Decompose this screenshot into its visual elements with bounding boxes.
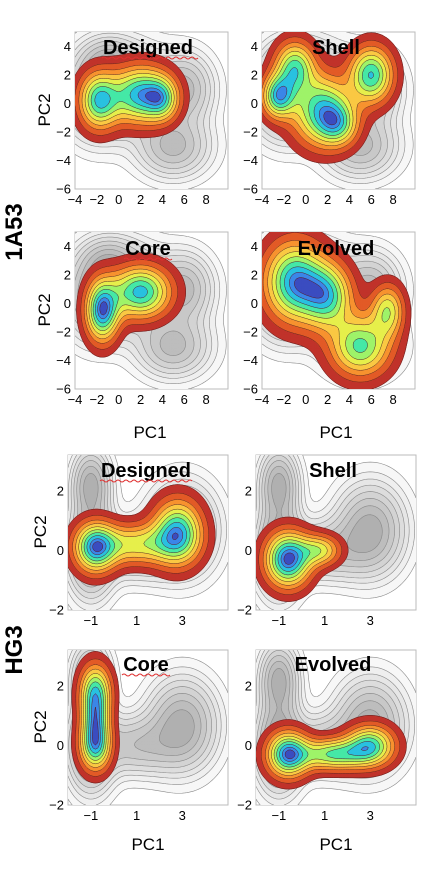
y-tick-label: 2: [245, 678, 252, 693]
x-tick-label: −2: [89, 192, 104, 207]
x-tick-label: 0: [115, 192, 122, 207]
y-tick-label: 2: [57, 678, 64, 693]
x-tick-label: 8: [203, 192, 210, 207]
x-tick-label: 4: [346, 392, 353, 407]
x-axis-label: PC1: [319, 423, 352, 442]
x-tick-label: −2: [89, 392, 104, 407]
x-tick-label: 0: [302, 192, 309, 207]
y-tick-label: 4: [64, 239, 71, 254]
y-tick-label: −2: [243, 324, 258, 339]
x-tick-label: −1: [271, 613, 286, 628]
x-tick-label: 0: [115, 392, 122, 407]
y-tick-label: 4: [251, 239, 258, 254]
y-tick-label: −6: [56, 382, 71, 397]
x-axis-label: PC1: [133, 423, 166, 442]
panel-title: Core: [125, 238, 171, 260]
panel-title: Shell: [312, 37, 360, 59]
x-tick-label: −1: [271, 808, 286, 823]
y-tick-label: 2: [251, 267, 258, 282]
panel-title: Designed: [101, 460, 191, 482]
x-tick-label: 0: [302, 392, 309, 407]
y-tick-label: −2: [56, 124, 71, 139]
x-tick-label: 8: [203, 392, 210, 407]
x-tick-label: 3: [367, 808, 374, 823]
y-tick-label: 4: [64, 39, 71, 54]
y-tick-label: 0: [251, 296, 258, 311]
y-tick-label: −6: [243, 182, 258, 197]
group-label-1a53: 1A53: [1, 203, 28, 260]
x-tick-label: −1: [83, 613, 98, 628]
x-tick-label: −2: [276, 192, 291, 207]
y-tick-label: 2: [64, 267, 71, 282]
x-tick-label: 2: [137, 392, 144, 407]
x-tick-label: −1: [83, 808, 98, 823]
panel-title: Shell: [309, 460, 357, 482]
y-tick-label: 0: [64, 296, 71, 311]
panel-title: Evolved: [298, 238, 375, 260]
x-tick-label: 2: [137, 192, 144, 207]
x-tick-label: −2: [276, 392, 291, 407]
y-tick-label: 0: [57, 543, 64, 558]
y-tick-label: −6: [56, 182, 71, 197]
y-tick-label: 2: [245, 483, 252, 498]
group-label-hg3: HG3: [1, 625, 28, 674]
panel-title: Evolved: [295, 654, 372, 676]
y-axis-label: PC2: [31, 710, 50, 743]
y-tick-label: −4: [243, 353, 258, 368]
y-tick-label: 2: [57, 483, 64, 498]
y-tick-label: 2: [251, 67, 258, 82]
y-axis-label: PC2: [35, 293, 54, 326]
x-tick-label: 2: [324, 392, 331, 407]
y-tick-label: −4: [56, 353, 71, 368]
x-tick-label: 3: [179, 613, 186, 628]
y-tick-label: 2: [64, 67, 71, 82]
y-tick-label: 0: [64, 96, 71, 111]
panel-title: Core: [123, 654, 169, 676]
x-tick-label: 4: [159, 392, 166, 407]
y-tick-label: −2: [49, 798, 64, 813]
y-tick-label: −6: [243, 382, 258, 397]
x-axis-label: PC1: [131, 835, 164, 854]
y-tick-label: 0: [57, 738, 64, 753]
x-tick-label: 3: [367, 613, 374, 628]
y-tick-label: 0: [245, 738, 252, 753]
y-tick-label: −4: [56, 153, 71, 168]
x-tick-label: 1: [133, 808, 140, 823]
y-tick-label: −2: [243, 124, 258, 139]
x-tick-label: 1: [133, 613, 140, 628]
y-tick-label: 0: [251, 96, 258, 111]
x-tick-label: 4: [346, 192, 353, 207]
y-tick-label: −2: [56, 324, 71, 339]
x-tick-label: 4: [159, 192, 166, 207]
x-tick-label: 3: [179, 808, 186, 823]
y-tick-label: −2: [237, 798, 252, 813]
x-tick-label: 6: [181, 392, 188, 407]
y-tick-label: −4: [243, 153, 258, 168]
x-tick-label: 8: [390, 192, 397, 207]
x-tick-label: 6: [368, 392, 375, 407]
x-tick-label: 8: [390, 392, 397, 407]
y-axis-label: PC2: [35, 93, 54, 126]
x-axis-label: PC1: [319, 835, 352, 854]
x-tick-label: 1: [321, 808, 328, 823]
y-tick-label: 0: [245, 543, 252, 558]
y-axis-label: PC2: [31, 515, 50, 548]
x-tick-label: 2: [324, 192, 331, 207]
y-tick-label: 4: [251, 39, 258, 54]
x-tick-label: 6: [368, 192, 375, 207]
y-tick-label: −2: [49, 603, 64, 618]
x-tick-label: 1: [321, 613, 328, 628]
y-tick-label: −2: [237, 603, 252, 618]
panel-title: Designed: [103, 37, 193, 59]
x-tick-label: 6: [181, 192, 188, 207]
